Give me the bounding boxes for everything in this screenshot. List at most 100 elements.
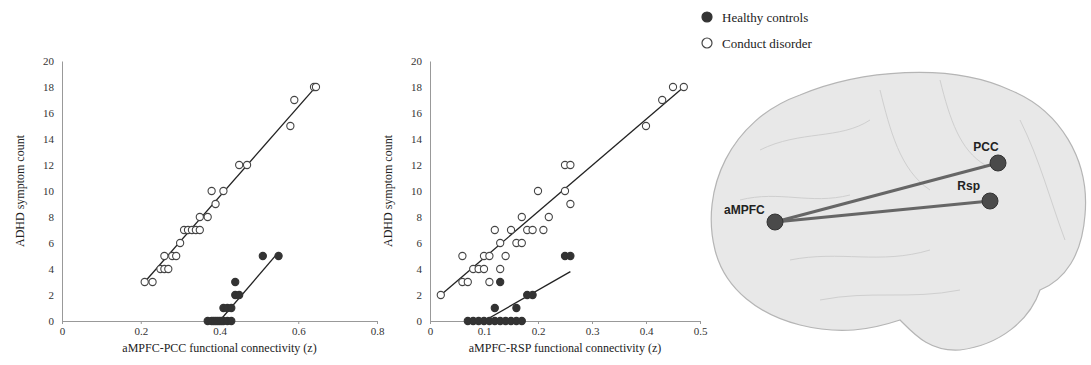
- tick: 10: [43, 185, 62, 197]
- axis-line: [62, 62, 63, 322]
- node-label: PCC: [973, 140, 999, 154]
- tick: 0.5: [694, 321, 708, 337]
- tick: 20: [43, 55, 62, 67]
- brain-outline: [711, 72, 1085, 350]
- tick: 2: [49, 289, 63, 301]
- tick: 4: [49, 263, 63, 275]
- tick-label: 2: [417, 289, 423, 301]
- tick-label: 0.1: [478, 325, 492, 337]
- legend-label: Conduct disorder: [722, 36, 813, 51]
- point: [220, 187, 227, 194]
- tick-label: 16: [43, 107, 55, 119]
- tick: 8: [49, 211, 63, 223]
- point: [464, 278, 471, 285]
- edge: [775, 163, 998, 222]
- legend-label: Healthy controls: [722, 10, 808, 25]
- point: [208, 187, 215, 194]
- point: [567, 200, 574, 207]
- tick-mark: [700, 321, 701, 324]
- fit-line: [220, 252, 279, 321]
- brain-fold: [790, 250, 930, 260]
- node: [767, 214, 783, 230]
- panel: 00.10.20.30.40.502468101214161820aMPFC-R…: [381, 55, 708, 355]
- brain-fold: [820, 290, 960, 300]
- point: [196, 226, 203, 233]
- brain-fold: [880, 90, 930, 190]
- brain-fold: [760, 120, 870, 150]
- point: [459, 252, 466, 259]
- point: [534, 187, 541, 194]
- tick-label: 0: [49, 315, 55, 327]
- tick-label: 0.6: [292, 325, 306, 337]
- tick-mark: [538, 321, 539, 324]
- tick-mark: [646, 321, 647, 324]
- point: [518, 239, 525, 246]
- tick-label: 18: [43, 81, 55, 93]
- brain-fold: [740, 195, 850, 200]
- legend: Healthy controls Conduct disorder: [702, 10, 813, 51]
- point: [669, 83, 676, 90]
- point: [437, 291, 444, 298]
- tick: 6: [417, 237, 431, 249]
- tick-label: 0.2: [532, 325, 546, 337]
- point: [228, 304, 235, 311]
- point: [232, 278, 239, 285]
- point: [141, 278, 148, 285]
- tick: 14: [411, 133, 430, 145]
- point: [529, 291, 536, 298]
- point: [161, 252, 168, 259]
- point: [540, 226, 547, 233]
- point: [513, 304, 520, 311]
- tick-label: 0.4: [213, 325, 227, 337]
- tick-label: 0: [60, 325, 66, 337]
- plot-area: [141, 83, 319, 324]
- tick-label: 12: [43, 159, 54, 171]
- point: [491, 226, 498, 233]
- tick-label: 4: [417, 263, 423, 275]
- tick: 0.4: [640, 321, 654, 337]
- legend-marker: [702, 38, 712, 48]
- tick: 18: [43, 81, 62, 93]
- legend-marker: [702, 12, 712, 22]
- tick-label: 8: [417, 211, 423, 223]
- point: [259, 252, 266, 259]
- point: [236, 161, 243, 168]
- panel: 00.20.40.60.802468101214161820aMPFC-PCC …: [13, 55, 385, 355]
- point: [275, 252, 282, 259]
- tick: 0: [60, 321, 66, 337]
- tick-label: 2: [49, 289, 55, 301]
- point: [291, 96, 298, 103]
- point: [228, 317, 235, 324]
- tick: 0.3: [586, 321, 600, 337]
- tick: 18: [411, 81, 430, 93]
- point: [491, 304, 498, 311]
- brain-fold: [1020, 120, 1065, 240]
- tick: 0.2: [134, 321, 148, 337]
- fit-line: [484, 272, 570, 321]
- tick: 0: [49, 315, 63, 327]
- point: [236, 291, 243, 298]
- plot-area: [437, 83, 687, 324]
- point: [243, 161, 250, 168]
- axis-line: [430, 62, 431, 322]
- y-axis: 02468101214161820: [411, 55, 431, 327]
- tick-label: 18: [411, 81, 423, 93]
- fit-line: [145, 84, 318, 282]
- point: [486, 252, 493, 259]
- point: [480, 265, 487, 272]
- point: [567, 252, 574, 259]
- tick: 0.6: [292, 321, 306, 337]
- tick-label: 6: [417, 237, 423, 249]
- tick: 14: [43, 133, 62, 145]
- tick-label: 14: [43, 133, 55, 145]
- tick: 8: [417, 211, 431, 223]
- tick: 4: [417, 263, 431, 275]
- tick-label: 0: [428, 325, 434, 337]
- point: [497, 265, 504, 272]
- tick-mark: [377, 321, 378, 324]
- tick-label: 14: [411, 133, 423, 145]
- y-axis: 02468101214161820: [43, 55, 63, 327]
- tick: 0: [428, 321, 434, 337]
- tick-label: 10: [43, 185, 55, 197]
- point: [177, 239, 184, 246]
